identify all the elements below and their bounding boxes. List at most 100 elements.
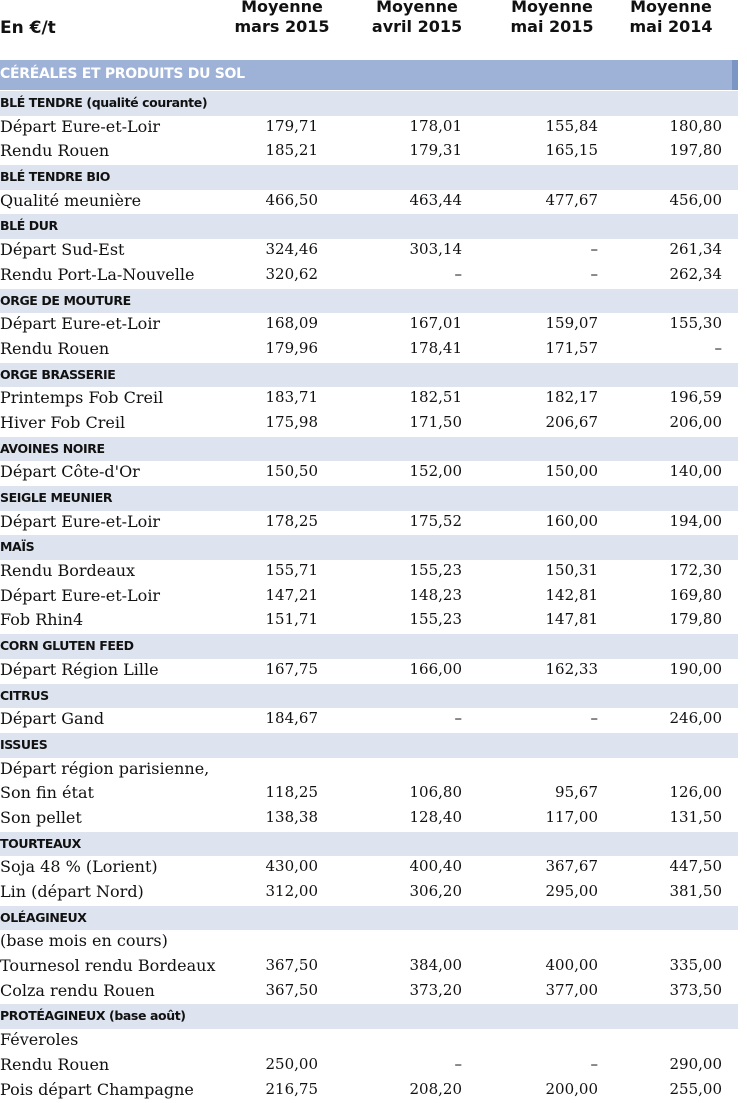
- cell-value: 456,00: [612, 191, 722, 209]
- cell-value: 179,31: [352, 141, 462, 159]
- cell-value: 106,80: [352, 783, 462, 801]
- cell-value: 477,67: [488, 191, 598, 209]
- cell-value: 466,50: [208, 191, 318, 209]
- row-label: Printemps Fob Creil: [0, 388, 163, 407]
- section-header-row: ORGE BRASSERIE: [0, 363, 738, 388]
- cell-value: 295,00: [488, 882, 598, 900]
- table-body: BLÉ TENDRE (qualité courante)Départ Eure…: [0, 91, 738, 1103]
- cell-value: –: [612, 339, 722, 357]
- cell-value: 373,50: [612, 981, 722, 999]
- cell-value: 165,15: [488, 141, 598, 159]
- cell-value: –: [488, 1055, 598, 1073]
- cell-value: 147,81: [488, 610, 598, 628]
- cell-value: 178,25: [208, 512, 318, 530]
- cell-value: 179,71: [208, 117, 318, 135]
- cell-value: 185,21: [208, 141, 318, 159]
- cell-value: 381,50: [612, 882, 722, 900]
- cell-value: 167,75: [208, 660, 318, 678]
- section-header-row: ORGE DE MOUTURE: [0, 289, 738, 314]
- row-label: Hiver Fob Creil: [0, 413, 125, 432]
- cell-value: 159,07: [488, 314, 598, 332]
- row-label: Départ Eure-et-Loir: [0, 512, 160, 531]
- row-label: Son pellet: [0, 808, 82, 827]
- row-label: Départ Gand: [0, 709, 104, 728]
- section-label: AVOINES NOIRE: [0, 441, 105, 456]
- table-row: Départ région parisienne,: [0, 758, 738, 783]
- column-header-mai-2014: Moyenne mai 2014: [611, 0, 731, 37]
- cell-value: 335,00: [612, 956, 722, 974]
- cell-value: –: [352, 1055, 462, 1073]
- cell-value: 320,62: [208, 265, 318, 283]
- row-label: Rendu Rouen: [0, 141, 109, 160]
- section-header-row: BLÉ DUR: [0, 214, 738, 239]
- row-label: Féveroles: [0, 1030, 78, 1049]
- section-label: OLÉAGINEUX: [0, 910, 87, 925]
- cell-value: 152,00: [352, 462, 462, 480]
- section-header-row: TOURTEAUX: [0, 832, 738, 857]
- section-header-row: BLÉ TENDRE (qualité courante): [0, 91, 738, 116]
- cell-value: 208,20: [352, 1080, 462, 1098]
- cell-value: 175,52: [352, 512, 462, 530]
- cell-value: 178,01: [352, 117, 462, 135]
- cell-value: 150,31: [488, 561, 598, 579]
- row-label: Fob Rhin4: [0, 610, 83, 629]
- row-label: Rendu Bordeaux: [0, 561, 135, 580]
- cell-value: 155,23: [352, 561, 462, 579]
- category-band-label: CÉRÉALES ET PRODUITS DU SOL: [0, 66, 245, 82]
- cell-value: 169,80: [612, 586, 722, 604]
- cell-value: 118,25: [208, 783, 318, 801]
- section-label: BLÉ DUR: [0, 218, 58, 233]
- cell-value: –: [352, 709, 462, 727]
- cell-value: 117,00: [488, 808, 598, 826]
- section-label: MAÏS: [0, 539, 34, 554]
- cell-value: 178,41: [352, 339, 462, 357]
- section-header-row: BLÉ TENDRE BIO: [0, 165, 738, 190]
- cell-value: 171,50: [352, 413, 462, 431]
- cell-value: 155,30: [612, 314, 722, 332]
- cell-value: 206,67: [488, 413, 598, 431]
- section-label: TOURTEAUX: [0, 836, 81, 851]
- cell-value: 179,96: [208, 339, 318, 357]
- cell-value: 250,00: [208, 1055, 318, 1073]
- row-label: Qualité meunière: [0, 191, 141, 210]
- section-label: ISSUES: [0, 737, 47, 752]
- cell-value: 400,00: [488, 956, 598, 974]
- cell-value: 194,00: [612, 512, 722, 530]
- section-label: BLÉ TENDRE BIO: [0, 169, 110, 184]
- cell-value: –: [488, 709, 598, 727]
- section-header-row: SEIGLE MEUNIER: [0, 486, 738, 511]
- row-label: Départ Eure-et-Loir: [0, 586, 160, 605]
- cell-value: 166,00: [352, 660, 462, 678]
- category-band: CÉRÉALES ET PRODUITS DU SOL: [0, 60, 738, 90]
- row-label: Rendu Rouen: [0, 339, 109, 358]
- row-label: Départ Eure-et-Loir: [0, 117, 160, 136]
- row-label: Départ Région Lille: [0, 660, 159, 679]
- row-label: Pois départ Champagne: [0, 1080, 194, 1099]
- cell-value: –: [352, 265, 462, 283]
- cell-value: 171,57: [488, 339, 598, 357]
- row-label: Tournesol rendu Bordeaux: [0, 956, 216, 975]
- cell-value: 180,80: [612, 117, 722, 135]
- table-row: Rendu Rouen 179,96 178,41 171,57–: [0, 338, 738, 363]
- section-label: ORGE DE MOUTURE: [0, 293, 131, 308]
- cell-value: 150,50: [208, 462, 318, 480]
- row-label: Départ Côte-d'Or: [0, 462, 140, 481]
- cell-value: 312,00: [208, 882, 318, 900]
- cell-value: 168,09: [208, 314, 318, 332]
- row-label: Rendu Rouen: [0, 1055, 109, 1074]
